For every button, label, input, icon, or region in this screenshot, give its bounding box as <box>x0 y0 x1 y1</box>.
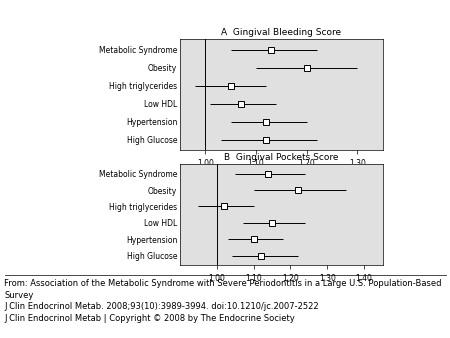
Title: A  Gingival Bleeding Score: A Gingival Bleeding Score <box>221 28 341 37</box>
Text: From: Association of the Metabolic Syndrome with Severe Periodontitis in a Large: From: Association of the Metabolic Syndr… <box>4 279 442 323</box>
Title: B  Gingival Pockets Score: B Gingival Pockets Score <box>224 153 338 162</box>
